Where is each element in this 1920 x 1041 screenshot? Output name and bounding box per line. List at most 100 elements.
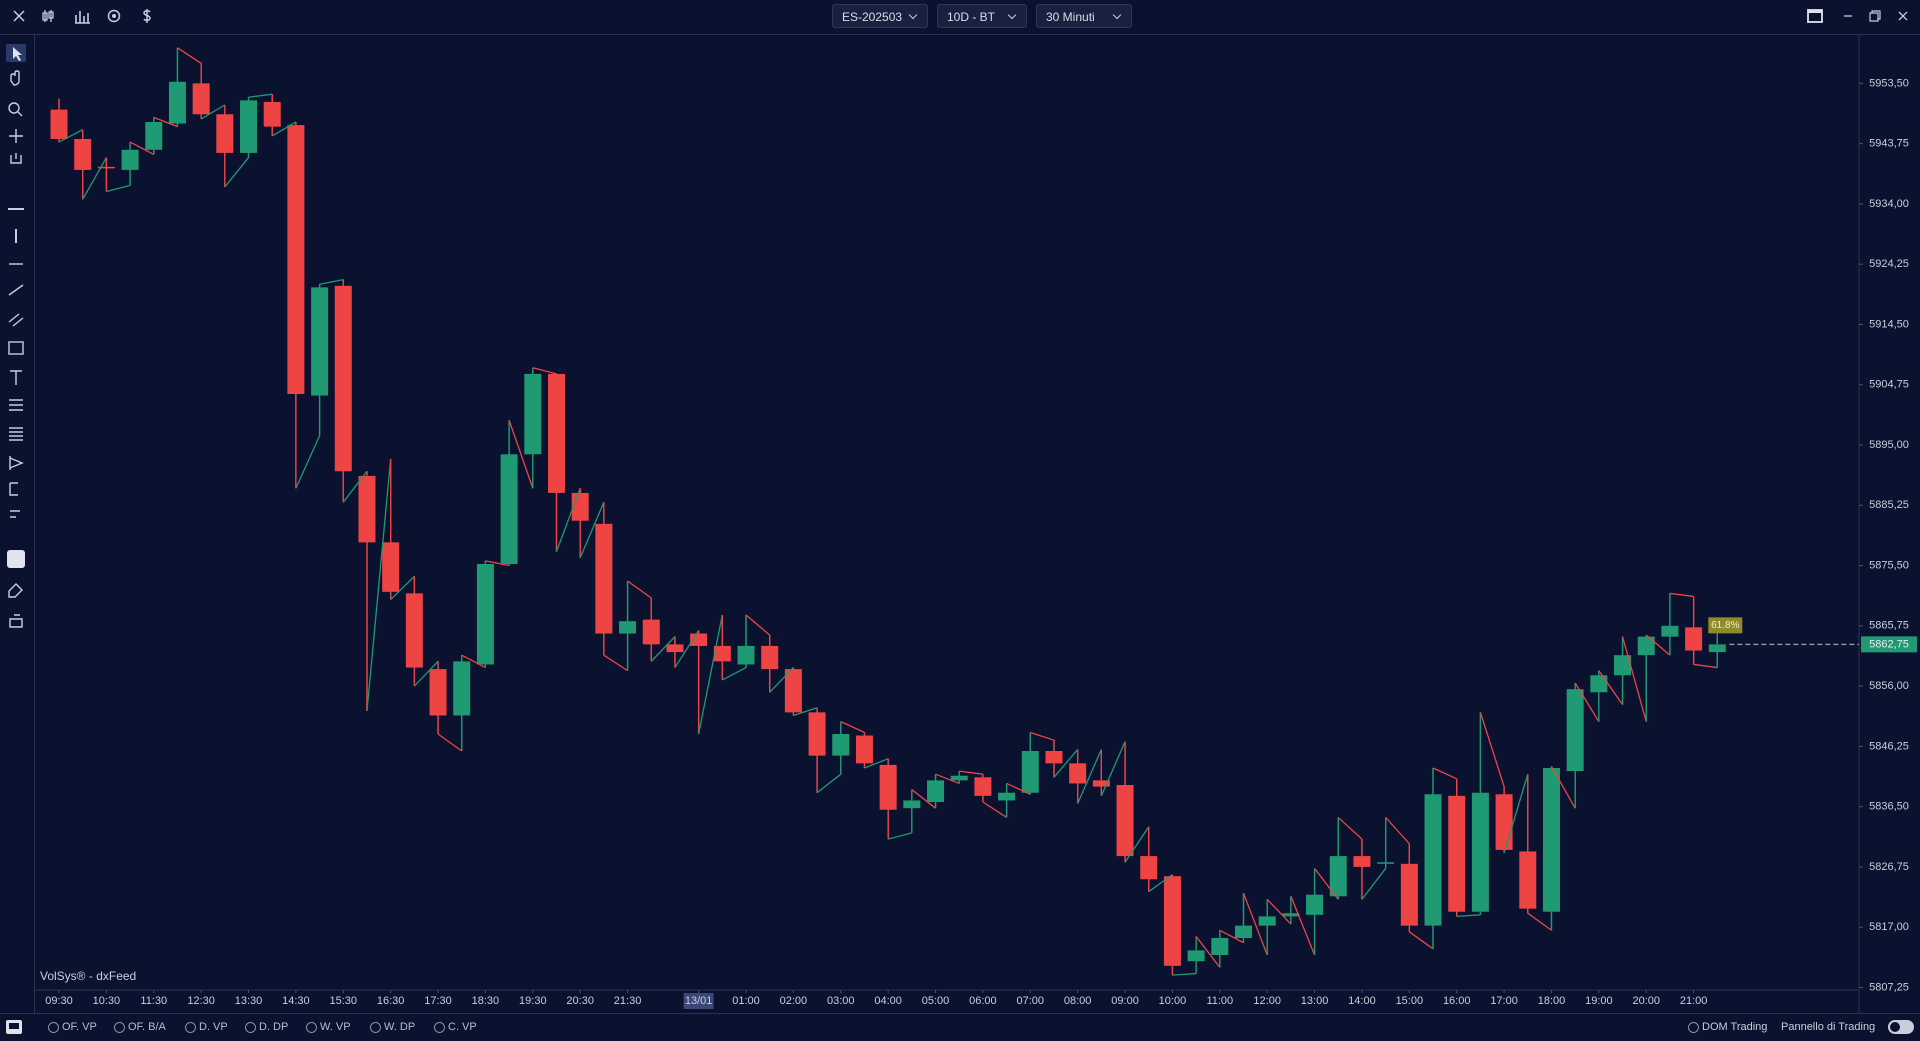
last-price-box — [1861, 636, 1917, 653]
x-tick-label: 13/01 — [685, 995, 713, 1007]
swing-line — [769, 667, 794, 693]
y-tick-label: 5924,25 — [1869, 258, 1909, 270]
tool-magnet[interactable] — [10, 153, 22, 164]
swing-line — [1053, 749, 1079, 778]
timeframe-label: 30 Minuti — [1046, 10, 1095, 24]
swing-line — [959, 770, 983, 775]
swing-line — [437, 733, 463, 752]
swing-line — [1242, 892, 1268, 956]
panel-icon[interactable] — [5, 1018, 23, 1036]
close-window-icon[interactable] — [1894, 7, 1912, 25]
x-tick-label: 14:00 — [1348, 995, 1376, 1007]
tool-settings[interactable] — [10, 510, 20, 518]
tool-layers[interactable] — [9, 614, 23, 628]
swing-line — [1550, 766, 1576, 809]
indicator-option[interactable]: OF. B/A — [114, 1021, 166, 1033]
tool-channel[interactable] — [8, 313, 24, 327]
swing-line — [1456, 914, 1481, 918]
swing-line — [1621, 636, 1647, 722]
tool-eraser[interactable] — [8, 583, 23, 598]
y-tick-label: 5895,00 — [1869, 439, 1909, 451]
candles-icon[interactable] — [41, 7, 59, 25]
swing-line — [1148, 874, 1173, 893]
y-tick-label: 5807,25 — [1869, 981, 1909, 993]
x-tick-label: 05:00 — [922, 995, 950, 1007]
footer-option[interactable]: DOM Trading — [1688, 1021, 1767, 1033]
swing-line — [200, 104, 226, 120]
indicator-option[interactable]: OF. VP — [48, 1021, 97, 1033]
x-tick-label: 20:00 — [1632, 995, 1660, 1007]
swing-line — [1693, 663, 1718, 669]
swing-line — [887, 832, 913, 840]
x-tick-label: 13:30 — [235, 995, 263, 1007]
y-tick-label: 5865,75 — [1869, 620, 1909, 632]
currency-icon[interactable] — [138, 7, 156, 25]
layout-icon[interactable] — [1806, 7, 1824, 25]
tool-zoom[interactable] — [8, 102, 23, 117]
x-tick-label: 02:00 — [780, 995, 808, 1007]
status-bar: OF. VP OF. B/A D. VP D. DP W. VP W. DP C. VP D… — [0, 1013, 1920, 1041]
swing-line — [224, 157, 250, 188]
footer-option[interactable]: Pannello di Trading — [1781, 1021, 1876, 1033]
x-tick-label: 21:30 — [614, 995, 642, 1007]
y-tick-label: 5817,00 — [1869, 921, 1909, 933]
swing-line — [1266, 898, 1292, 925]
swing-line — [1645, 634, 1671, 656]
swing-line — [1290, 896, 1316, 956]
swing-line — [1503, 773, 1529, 854]
indicator-option[interactable]: D. VP — [185, 1021, 228, 1033]
y-tick-label: 5943,75 — [1869, 138, 1909, 150]
y-tick-label: 5934,00 — [1869, 198, 1909, 210]
tool-arrow[interactable] — [13, 47, 22, 61]
settings-icon[interactable] — [105, 7, 123, 25]
fib-label: 61.8% — [1711, 620, 1739, 631]
symbol-dropdown[interactable]: ES-202503 — [832, 4, 928, 28]
x-tick-label: 19:00 — [1585, 995, 1613, 1007]
x-tick-label: 10:00 — [1159, 995, 1187, 1007]
restore-icon[interactable] — [1866, 7, 1884, 25]
swing-line — [579, 501, 605, 559]
swing-line — [793, 707, 818, 717]
indicator-option[interactable]: W. VP — [306, 1021, 351, 1033]
swing-line — [390, 575, 415, 601]
tool-hand[interactable] — [10, 70, 20, 86]
tool-fib[interactable] — [9, 399, 23, 411]
close-icon[interactable] — [10, 7, 28, 25]
swing-line — [627, 580, 652, 599]
swing-line — [413, 660, 439, 687]
indicator-option[interactable]: W. DP — [370, 1021, 415, 1033]
swing-line — [1669, 592, 1694, 598]
y-tick-label: 5826,75 — [1869, 861, 1909, 873]
tool-lock[interactable] — [7, 550, 25, 568]
range-dropdown[interactable]: 10D - BT — [937, 4, 1027, 28]
tool-levels[interactable] — [9, 427, 23, 441]
tool-measure[interactable] — [9, 482, 18, 496]
x-tick-label: 09:00 — [1111, 995, 1139, 1007]
indicator-option[interactable]: C. VP — [434, 1021, 477, 1033]
tool-cross[interactable] — [9, 129, 23, 143]
tool-rect[interactable] — [8, 341, 24, 355]
swing-line — [461, 654, 486, 669]
timeframe-dropdown[interactable]: 30 Minuti — [1036, 4, 1132, 28]
swing-line — [982, 801, 1007, 818]
range-label: 10D - BT — [947, 10, 996, 24]
x-tick-label: 15:30 — [330, 995, 358, 1007]
tool-trend[interactable] — [8, 284, 24, 296]
tool-flag[interactable] — [9, 456, 24, 470]
swing-line — [1124, 826, 1150, 863]
swing-line — [1219, 929, 1244, 944]
swing-line — [1574, 682, 1600, 722]
x-tick-label: 21:00 — [1680, 995, 1708, 1007]
minimize-icon[interactable] — [1839, 7, 1857, 25]
watermark: VolSys® - dxFeed — [40, 969, 136, 983]
indicator-option[interactable]: D. DP — [245, 1021, 288, 1033]
x-tick-label: 16:30 — [377, 995, 405, 1007]
tool-text[interactable] — [10, 370, 22, 385]
swing-line — [1361, 868, 1387, 900]
fib-box — [1708, 617, 1743, 634]
last-price-label: 5862,75 — [1869, 638, 1909, 650]
bars-icon[interactable] — [73, 7, 91, 25]
y-tick-label: 5846,25 — [1869, 740, 1909, 752]
trading-toggle[interactable] — [1888, 1020, 1914, 1034]
x-tick-label: 19:30 — [519, 995, 547, 1007]
